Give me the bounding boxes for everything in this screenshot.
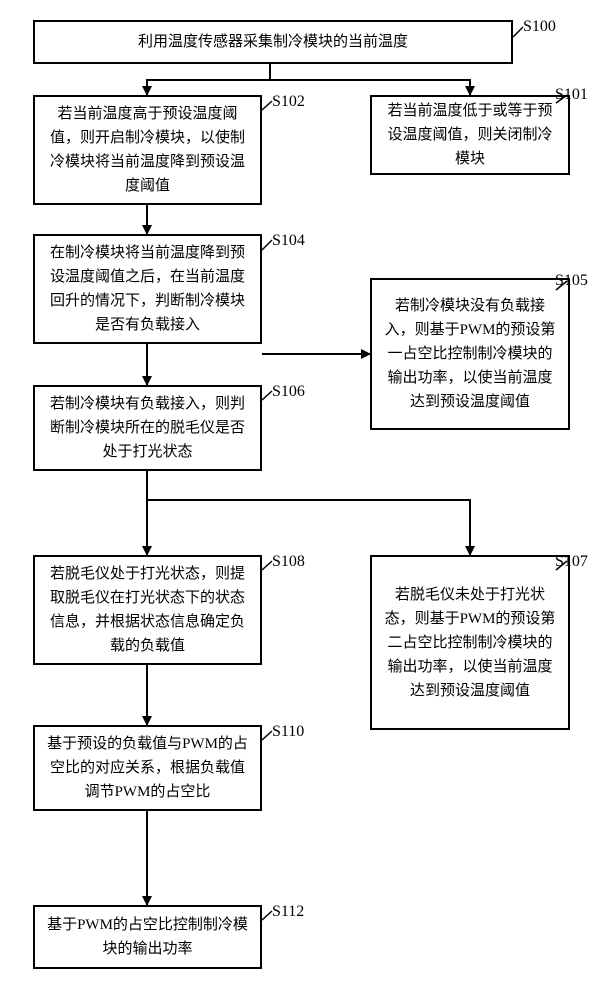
node-s101-text: 若当前温度低于或等于预设温度阈值，则关闭制冷模块 xyxy=(384,99,556,171)
node-s108: 若脱毛仪处于打光状态，则提取脱毛仪在打光状态下的状态信息，并根据状态信息确定负载… xyxy=(33,555,262,665)
node-s102: 若当前温度高于预设温度阈值，则开启制冷模块，以使制冷模块将当前温度降到预设温度阈… xyxy=(33,95,262,205)
node-s100: 利用温度传感器采集制冷模块的当前温度 xyxy=(33,20,513,64)
node-s106-text: 若制冷模块有负载接入，则判断制冷模块所在的脱毛仪是否处于打光状态 xyxy=(47,392,248,464)
node-s100-text: 利用温度传感器采集制冷模块的当前温度 xyxy=(138,30,408,54)
label-s107: S107 xyxy=(555,553,588,571)
node-s102-text: 若当前温度高于预设温度阈值，则开启制冷模块，以使制冷模块将当前温度降到预设温度阈… xyxy=(47,102,248,198)
node-s107-text: 若脱毛仪未处于打光状态，则基于PWM的预设第二占空比控制制冷模块的输出功率，以使… xyxy=(384,583,556,703)
label-s105: S105 xyxy=(555,272,588,290)
node-s101: 若当前温度低于或等于预设温度阈值，则关闭制冷模块 xyxy=(370,95,570,175)
label-s112: S112 xyxy=(272,903,304,921)
label-s106: S106 xyxy=(272,383,305,401)
node-s105: 若制冷模块没有负载接入，则基于PWM的预设第一占空比控制制冷模块的输出功率，以使… xyxy=(370,278,570,430)
label-s108: S108 xyxy=(272,553,305,571)
node-s105-text: 若制冷模块没有负载接入，则基于PWM的预设第一占空比控制制冷模块的输出功率，以使… xyxy=(384,294,556,414)
label-s110: S110 xyxy=(272,723,304,741)
node-s104: 在制冷模块将当前温度降到预设温度阈值之后，在当前温度回升的情况下，判断制冷模块是… xyxy=(33,234,262,344)
label-s104: S104 xyxy=(272,232,305,250)
node-s110-text: 基于预设的负载值与PWM的占空比的对应关系，根据负载值调节PWM的占空比 xyxy=(47,732,248,804)
node-s104-text: 在制冷模块将当前温度降到预设温度阈值之后，在当前温度回升的情况下，判断制冷模块是… xyxy=(47,241,248,337)
label-s101: S101 xyxy=(555,86,588,104)
node-s106: 若制冷模块有负载接入，则判断制冷模块所在的脱毛仪是否处于打光状态 xyxy=(33,385,262,471)
node-s107: 若脱毛仪未处于打光状态，则基于PWM的预设第二占空比控制制冷模块的输出功率，以使… xyxy=(370,555,570,730)
label-s100: S100 xyxy=(523,18,556,36)
node-s110: 基于预设的负载值与PWM的占空比的对应关系，根据负载值调节PWM的占空比 xyxy=(33,725,262,811)
node-s108-text: 若脱毛仪处于打光状态，则提取脱毛仪在打光状态下的状态信息，并根据状态信息确定负载… xyxy=(47,562,248,658)
node-s112-text: 基于PWM的占空比控制制冷模块的输出功率 xyxy=(47,913,248,961)
node-s112: 基于PWM的占空比控制制冷模块的输出功率 xyxy=(33,905,262,969)
label-s102: S102 xyxy=(272,93,305,111)
